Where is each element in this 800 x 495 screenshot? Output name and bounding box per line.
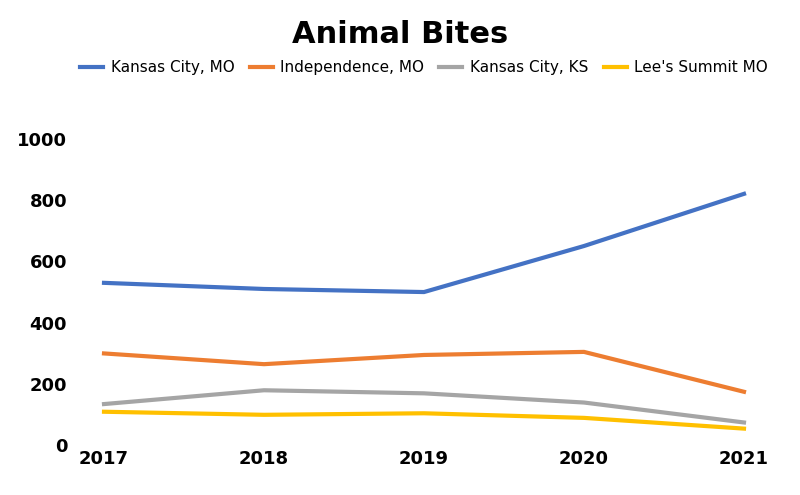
Kansas City, MO <box>259 286 269 292</box>
Text: Animal Bites: Animal Bites <box>292 20 508 49</box>
Lee's Summit MO <box>419 410 429 416</box>
Kansas City, KS <box>259 387 269 393</box>
Kansas City, KS <box>419 391 429 396</box>
Independence, MO <box>99 350 109 356</box>
Kansas City, MO <box>419 289 429 295</box>
Lee's Summit MO <box>579 415 589 421</box>
Kansas City, KS <box>99 401 109 407</box>
Lee's Summit MO <box>99 409 109 415</box>
Line: Kansas City, KS: Kansas City, KS <box>104 390 744 423</box>
Lee's Summit MO <box>739 426 749 432</box>
Independence, MO <box>259 361 269 367</box>
Line: Kansas City, MO: Kansas City, MO <box>104 194 744 292</box>
Legend: Kansas City, MO, Independence, MO, Kansas City, KS, Lee's Summit MO: Kansas City, MO, Independence, MO, Kansa… <box>74 54 774 81</box>
Independence, MO <box>739 389 749 395</box>
Kansas City, MO <box>99 280 109 286</box>
Kansas City, MO <box>579 243 589 249</box>
Independence, MO <box>579 349 589 355</box>
Independence, MO <box>419 352 429 358</box>
Line: Lee's Summit MO: Lee's Summit MO <box>104 412 744 429</box>
Kansas City, MO <box>739 191 749 197</box>
Kansas City, KS <box>739 420 749 426</box>
Line: Independence, MO: Independence, MO <box>104 352 744 392</box>
Kansas City, KS <box>579 399 589 405</box>
Lee's Summit MO <box>259 412 269 418</box>
